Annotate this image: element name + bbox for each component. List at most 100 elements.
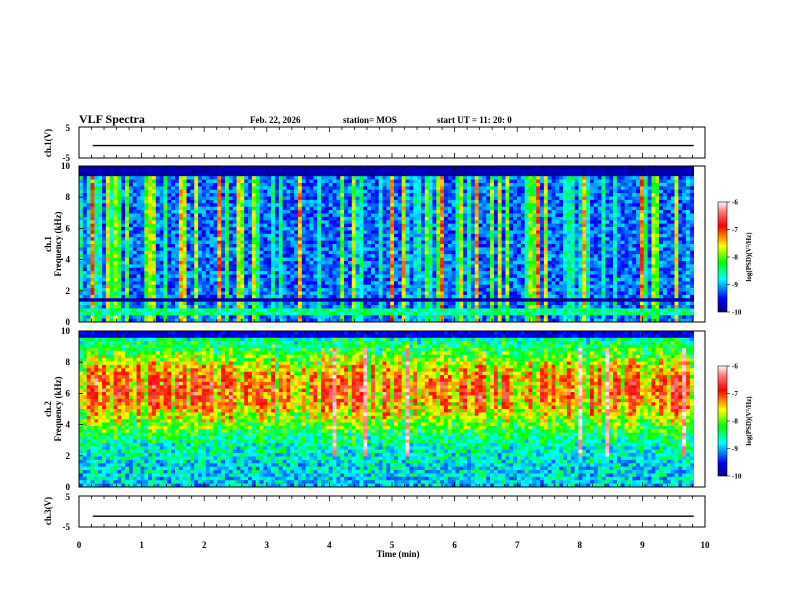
spectrogram-cell: [321, 237, 326, 241]
spectrogram-cell: [378, 291, 383, 296]
spectrogram-cell: [301, 254, 306, 258]
spectrogram-cell: [301, 311, 306, 316]
spectrogram-cell: [105, 281, 111, 285]
spectrogram-cell: [294, 196, 299, 201]
spectrogram-cell: [236, 244, 241, 248]
spectrogram-cell: [482, 267, 487, 272]
spectrogram-cell: [125, 311, 130, 316]
spectrogram-cell: [271, 216, 276, 221]
spectrogram-cell: [121, 166, 126, 170]
spectrogram-cell: [198, 223, 203, 228]
spectrogram-cell: [440, 247, 445, 252]
spectrogram-cell: [251, 298, 257, 302]
spectrogram-cell: [305, 254, 310, 258]
spectrogram-cell: [305, 203, 310, 207]
spectrogram-cell: [82, 216, 87, 221]
spectrogram-cell: [459, 271, 464, 275]
spectrogram-cell: [336, 288, 341, 292]
spectrogram-cell: [340, 305, 345, 309]
spectrogram-cell: [144, 166, 149, 170]
spectrogram-cell: [109, 244, 114, 248]
spectrogram-cell: [444, 315, 449, 319]
spectrogram-cell: [236, 223, 241, 228]
spectrogram-cell: [367, 250, 372, 255]
spectrogram-cell: [255, 247, 260, 252]
spectrogram-cell: [79, 172, 84, 177]
spectrogram-cell: [94, 176, 99, 180]
spectrogram-cell: [474, 182, 479, 187]
spectrogram-cell: [324, 210, 330, 214]
spectrogram-cell: [474, 315, 479, 319]
spectrogram-cell: [82, 189, 87, 194]
spectrogram-cell: [382, 277, 387, 282]
spectrogram-cell: [186, 281, 191, 285]
spectrogram-cell: [478, 254, 483, 258]
spectrogram-cell: [159, 284, 164, 289]
spectrogram-cell: [251, 244, 257, 248]
spectrogram-cell: [459, 210, 464, 214]
spectrogram-cell: [205, 210, 210, 214]
spectrogram-cell: [432, 288, 437, 292]
spectrogram-cell: [263, 318, 268, 323]
spectrogram-cell: [98, 166, 103, 170]
spectrogram-cell: [367, 311, 372, 316]
spectrogram-cell: [451, 274, 456, 279]
spectrogram-cell: [148, 179, 153, 184]
spectrogram-cell: [271, 284, 276, 289]
spectrogram-cell: [236, 281, 241, 285]
spectrogram-cell: [340, 274, 345, 279]
spectrogram-cell: [298, 206, 303, 211]
spectrogram-cell: [459, 277, 464, 282]
spectrogram-cell: [132, 254, 137, 258]
spectrogram-cell: [363, 260, 368, 265]
spectrogram-cell: [132, 250, 137, 255]
spectrogram-cell: [420, 210, 426, 214]
spectrogram-cell: [140, 169, 145, 174]
spectrogram-cell: [355, 274, 360, 279]
spectrogram-cell: [290, 203, 295, 207]
spectrogram-cell: [321, 298, 326, 302]
spectrogram-cell: [109, 206, 114, 211]
spectrogram-cell: [159, 233, 164, 238]
spectrogram-cell: [447, 264, 452, 269]
spectrogram-cell: [290, 267, 295, 272]
spectrogram-cell: [317, 182, 322, 187]
spectrogram-cell: [401, 305, 406, 309]
spectrogram-cell: [401, 264, 406, 269]
spectrogram-cell: [178, 257, 184, 262]
spectrogram-cell: [232, 203, 237, 207]
spectrogram-cell: [355, 305, 360, 309]
spectrogram-cell: [98, 305, 103, 309]
spectrogram-cell: [171, 250, 176, 255]
spectrogram-cell: [251, 220, 257, 224]
spectrogram-cell: [136, 166, 141, 170]
spectrogram-cell: [259, 193, 264, 197]
spectrogram-cell: [271, 213, 276, 218]
spectrogram-cell: [90, 193, 95, 197]
spectrogram-cell: [351, 216, 356, 221]
spectrogram-cell: [79, 220, 84, 224]
spectrogram-cell: [463, 240, 468, 245]
spectrogram-cell: [109, 166, 114, 170]
spectrogram-cell: [420, 227, 426, 231]
spectrogram-cell: [394, 172, 399, 177]
spectrogram-cell: [155, 250, 160, 255]
spectrogram-cell: [428, 271, 433, 275]
spectrogram-cell: [105, 196, 111, 201]
spectrogram-cell: [255, 305, 260, 309]
spectrogram-cell: [240, 257, 245, 262]
spectrogram-cell: [340, 254, 345, 258]
spectrogram-cell: [374, 315, 379, 319]
spectrogram-cell: [428, 281, 433, 285]
spectrogram-cell: [98, 250, 103, 255]
spectrogram-cell: [436, 189, 441, 194]
spectrogram-cell: [94, 305, 99, 309]
spectrogram-cell: [294, 176, 299, 180]
spectrogram-cell: [125, 260, 130, 265]
spectrogram-cell: [186, 230, 191, 235]
spectrogram-cell: [451, 179, 456, 184]
spectrogram-cell: [167, 291, 172, 296]
spectrogram-cell: [405, 199, 410, 204]
spectrogram-cell: [474, 237, 479, 241]
spectrogram-cell: [420, 267, 426, 272]
